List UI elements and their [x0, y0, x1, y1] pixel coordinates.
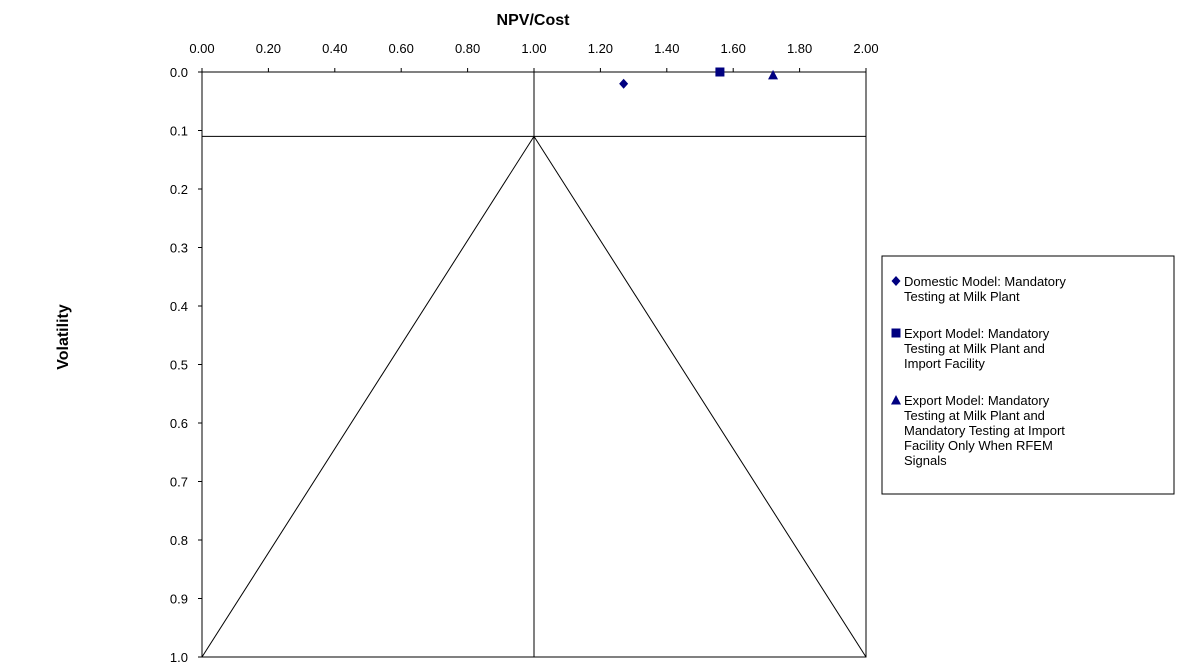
x-tick-label: 1.00 — [521, 41, 546, 56]
y-tick-label: 0.6 — [170, 416, 188, 431]
legend-marker-triangle — [891, 395, 901, 405]
legend-entry-label: Export Model: Mandatory Testing at Milk P… — [904, 393, 1065, 468]
data-point-triangle — [768, 69, 779, 80]
data-point-diamond — [619, 78, 629, 89]
y-tick-label: 0.4 — [170, 299, 188, 314]
reference-line — [533, 136, 867, 658]
legend-marker-diamond — [891, 276, 901, 286]
data-point-square — [715, 67, 725, 77]
y-tick-label: 0.8 — [170, 533, 188, 548]
x-axis-title: NPV/Cost — [497, 12, 571, 29]
legend-entry-label: Export Model: Mandatory Testing at Milk P… — [904, 326, 1050, 371]
x-tick-label: 0.20 — [256, 41, 281, 56]
x-tick-label: 0.60 — [389, 41, 414, 56]
x-tick-label: 0.80 — [455, 41, 480, 56]
y-tick-label: 0.3 — [170, 241, 188, 256]
y-axis-title: Volatility — [55, 304, 72, 370]
y-tick-label: 0.1 — [170, 124, 188, 139]
legend-marker-square — [891, 328, 901, 338]
y-tick-label: 0.0 — [170, 65, 188, 80]
x-tick-label: 0.40 — [322, 41, 347, 56]
y-tick-label: 1.0 — [170, 650, 188, 663]
legend-box — [881, 255, 1175, 495]
x-tick-label: 2.00 — [853, 41, 878, 56]
legend-entry-label: Domestic Model: Mandatory Testing at Milk… — [904, 274, 1066, 304]
reference-line — [201, 136, 535, 658]
x-tick-label: 1.80 — [787, 41, 812, 56]
legend: Domestic Model: Mandatory Testing at Milk… — [881, 255, 1175, 495]
x-tick-label: 1.60 — [721, 41, 746, 56]
x-tick-label: 1.40 — [654, 41, 679, 56]
x-tick-label: 0.00 — [189, 41, 214, 56]
y-tick-label: 0.5 — [170, 358, 188, 373]
y-tick-label: 0.7 — [170, 475, 188, 490]
y-tick-label: 0.9 — [170, 592, 188, 607]
y-tick-label: 0.2 — [170, 182, 188, 197]
x-tick-label: 1.20 — [588, 41, 613, 56]
